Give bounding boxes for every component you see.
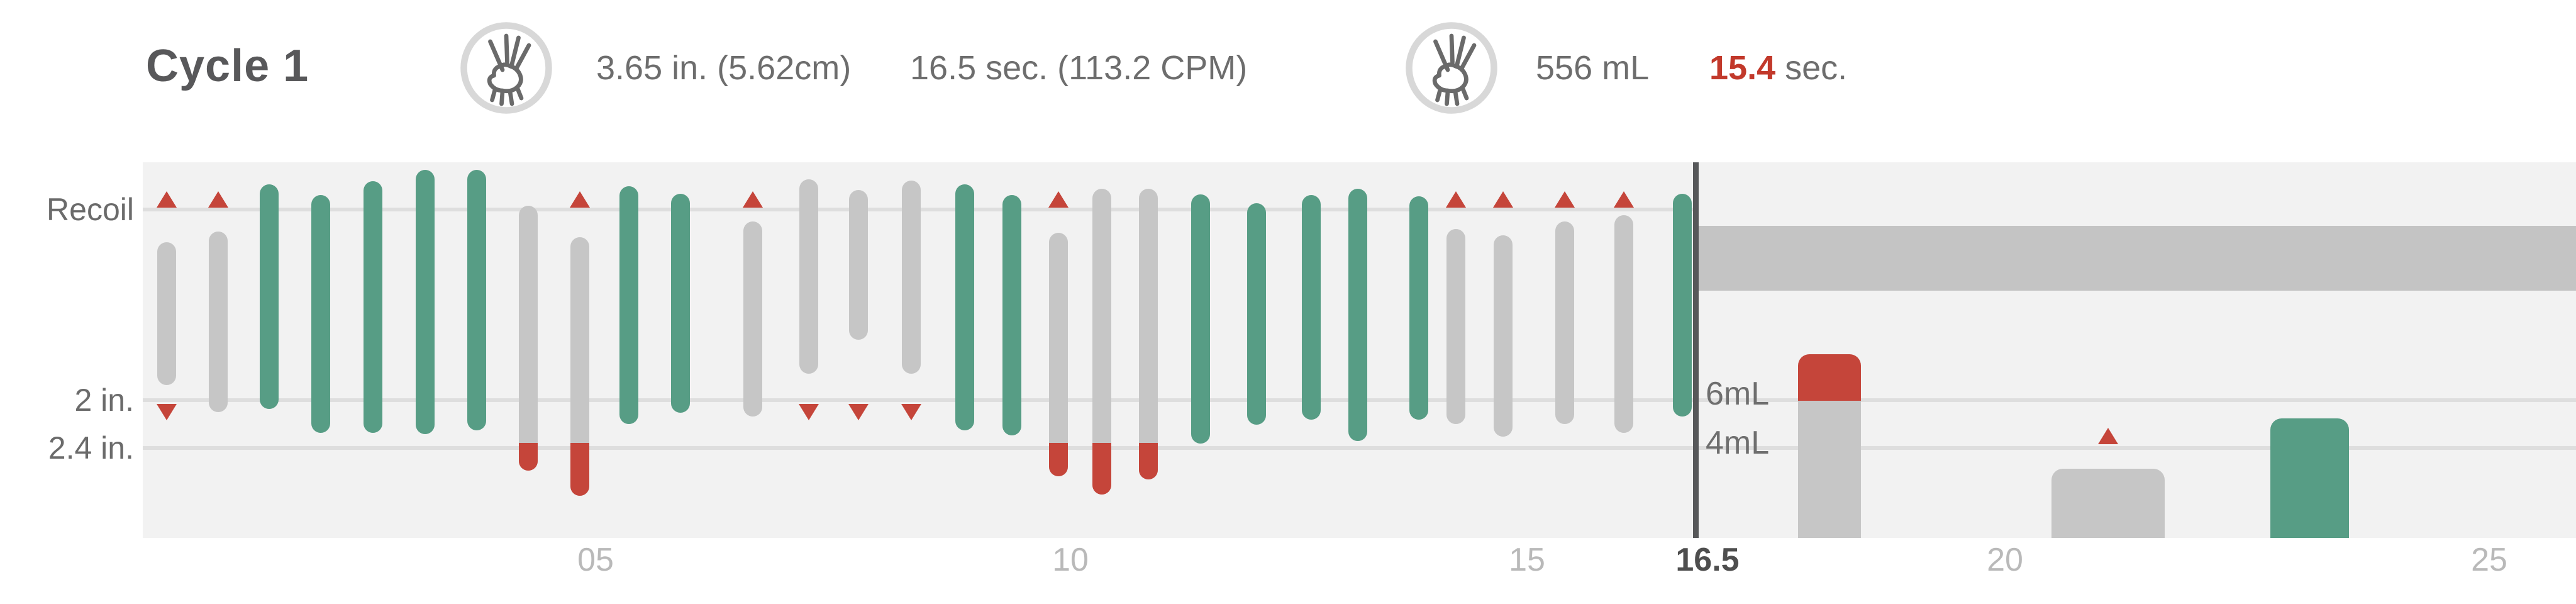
compression-bar <box>955 184 974 430</box>
y-axis-label: 2.4 in. <box>48 430 134 466</box>
compression-bar <box>743 221 762 417</box>
gridline-24in <box>143 446 2576 450</box>
compression-too-deep-tip <box>1092 443 1111 495</box>
compression-bar <box>1302 195 1321 420</box>
compression-too-deep-tip <box>1139 443 1158 479</box>
x-axis-tick-label: 16.5 <box>1675 542 1740 578</box>
no-recoil-marker-icon <box>570 191 590 208</box>
no-recoil-marker-icon <box>743 191 763 208</box>
compression-bar <box>671 194 690 413</box>
x-axis-tick-label: 20 <box>1987 542 2023 578</box>
cycle-title: Cycle 1 <box>146 41 309 91</box>
compression-bar <box>1191 194 1210 444</box>
compression-too-deep-tip <box>519 443 538 471</box>
ventilation-bar <box>2051 469 2165 538</box>
no-recoil-marker-icon <box>1493 191 1513 208</box>
compression-bar <box>799 179 818 374</box>
compression-bar <box>1139 189 1158 479</box>
x-axis-tick-label: 05 <box>577 542 614 578</box>
ventilation-volume-value: 556 mL <box>1536 49 1650 87</box>
no-recoil-marker-icon <box>1555 191 1575 208</box>
compression-bar <box>519 206 538 471</box>
x-axis-tick-label: 25 <box>2471 542 2507 578</box>
compression-bar <box>311 195 330 433</box>
ventilation-time-value: 15.4 sec. <box>1709 48 1847 87</box>
no-recoil-marker-icon <box>208 191 228 208</box>
x-axis-tick-label: 10 <box>1052 542 1089 578</box>
no-recoil-marker-icon <box>1446 191 1466 208</box>
compression-bar <box>1409 196 1428 420</box>
compression-too-deep-tip <box>570 443 589 496</box>
compression-depth-value: 3.65 in. (5.62cm) <box>596 49 852 87</box>
y-axis-label: Recoil <box>47 192 134 227</box>
ventilation-time-unit: sec. <box>1775 49 1848 87</box>
ventilation-over-limit-cap <box>1798 354 1861 401</box>
compression-bar <box>157 242 176 385</box>
ventilation-hands-icon <box>1404 21 1499 115</box>
too-shallow-marker-icon <box>848 404 869 420</box>
compression-bar <box>364 181 382 433</box>
compression-bar <box>1494 235 1513 437</box>
compression-bar <box>902 181 921 374</box>
compression-bar <box>1673 194 1692 417</box>
no-recoil-marker-icon <box>157 191 177 208</box>
no-recoil-marker-icon <box>1614 191 1634 208</box>
cycle-end-divider <box>1693 162 1699 538</box>
compression-bar <box>1348 189 1367 441</box>
compression-bar <box>1446 229 1465 424</box>
compression-hands-icon <box>459 21 553 115</box>
x-axis-tick-label: 15 <box>1509 542 1545 578</box>
ventilation-scale-label: 4mL <box>1706 425 1770 461</box>
compression-bar <box>1555 221 1574 424</box>
compression-bar <box>209 232 228 412</box>
ventilation-time-seconds: 15.4 <box>1709 49 1776 87</box>
ventilation-bar <box>1798 401 1861 538</box>
compression-too-deep-tip <box>1049 443 1068 476</box>
ventilation-recoil-band <box>1699 226 2576 291</box>
compression-bar <box>1049 233 1068 476</box>
low-volume-marker-icon <box>2098 428 2118 444</box>
compression-bar <box>619 186 638 424</box>
too-shallow-marker-icon <box>799 404 819 420</box>
no-recoil-marker-icon <box>1048 191 1069 208</box>
compression-bar <box>467 170 486 430</box>
compression-time-rate-value: 16.5 sec. (113.2 CPM) <box>910 49 1248 87</box>
too-shallow-marker-icon <box>901 404 921 420</box>
y-axis-label: 2 in. <box>74 383 134 418</box>
compression-bar <box>1247 203 1266 425</box>
ventilation-bar <box>2270 418 2349 538</box>
compression-bar <box>1002 195 1021 435</box>
too-shallow-marker-icon <box>157 404 177 420</box>
ventilation-scale-label: 6mL <box>1706 376 1770 412</box>
compression-bar <box>1614 215 1633 433</box>
compression-bar <box>416 170 435 434</box>
compression-bar <box>260 184 279 409</box>
compression-bar <box>849 190 868 340</box>
